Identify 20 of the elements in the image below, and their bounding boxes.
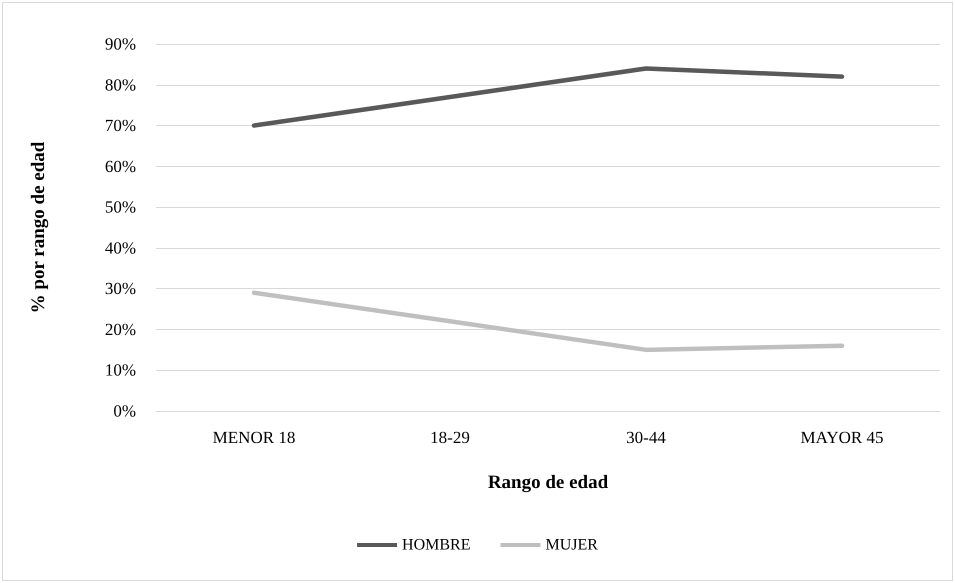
y-tick-label: 20% [104, 320, 136, 339]
y-tick-label: 90% [104, 34, 136, 54]
x-tick-label: 30-44 [626, 428, 666, 447]
y-tick-label: 30% [104, 279, 136, 298]
y-tick-label: 60% [104, 156, 136, 176]
legend-label: MUJER [546, 536, 598, 554]
x-tick-label: MAYOR 45 [800, 428, 884, 447]
legend-label: HOMBRE [402, 536, 470, 554]
y-tick-label: 80% [104, 75, 136, 94]
y-tick-label: 10% [104, 360, 136, 380]
x-tick-label: 18-29 [430, 428, 470, 447]
y-tick-label: 70% [104, 116, 136, 136]
x-axis-title: Rango de edad [488, 472, 609, 493]
y-tick-label: 0% [113, 402, 136, 420]
y-axis-title: % por rango de edad [28, 141, 49, 314]
line-series [252, 66, 844, 128]
line-series [252, 290, 844, 352]
y-tick-label: 50% [104, 198, 136, 217]
y-tick-label: 40% [104, 238, 136, 258]
x-tick-label: MENOR 18 [212, 428, 296, 447]
